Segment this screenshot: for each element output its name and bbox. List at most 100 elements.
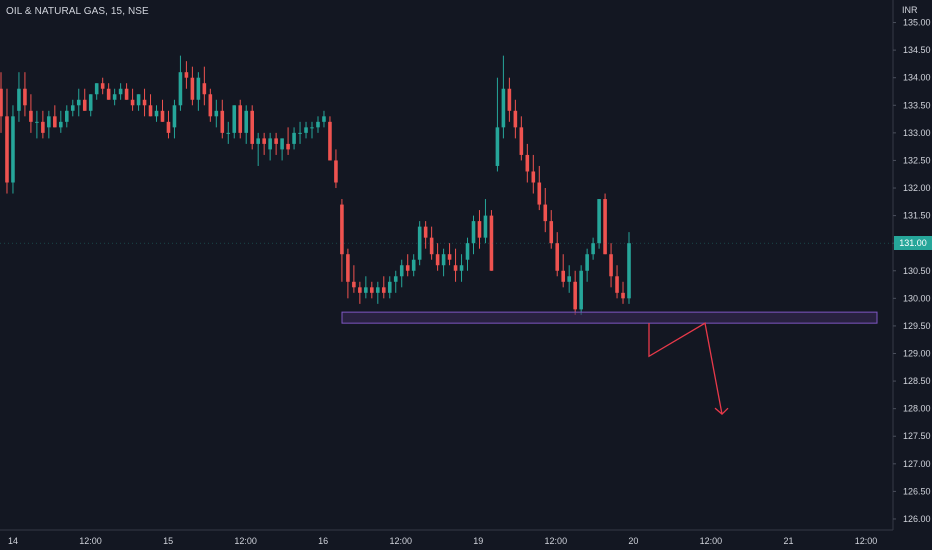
candle-body — [268, 138, 272, 150]
candle-body — [591, 243, 595, 255]
candle-body — [573, 281, 577, 310]
candle-body — [214, 110, 219, 117]
price-tick-label: 132.00 — [903, 183, 931, 193]
price-tick-label: 127.00 — [903, 459, 931, 469]
candle-body — [483, 215, 488, 238]
candle-body — [70, 105, 75, 111]
candle-body — [59, 121, 63, 128]
price-tick-label: 127.50 — [903, 431, 931, 441]
last-price-badge: 131.00 — [894, 236, 932, 251]
candle-body — [154, 110, 159, 117]
candle-body — [465, 243, 470, 260]
projection-path[interactable] — [648, 322, 723, 415]
price-tick-label: 130.50 — [903, 266, 931, 276]
candle-body — [435, 254, 440, 266]
candle-body — [411, 259, 416, 271]
candle-body — [501, 88, 506, 128]
candle-body — [423, 226, 428, 238]
candle-body — [17, 88, 21, 111]
candle-body — [513, 110, 518, 128]
time-tick-label: 14 — [8, 536, 18, 546]
time-tick-label: 12:00 — [855, 536, 878, 546]
candle-body — [142, 99, 147, 106]
price-tick-label: 128.50 — [903, 376, 931, 386]
candle-body — [358, 287, 362, 293]
candle-body — [106, 88, 111, 100]
candle-body — [459, 265, 464, 271]
candle-body — [208, 94, 213, 117]
candle-body — [387, 281, 392, 293]
candle-body — [399, 265, 404, 277]
candle-body — [178, 72, 183, 106]
candle-body — [118, 88, 123, 95]
candle-body — [184, 72, 189, 78]
candle-body — [316, 121, 320, 128]
candle-body — [29, 110, 33, 122]
candle-body — [292, 132, 296, 144]
price-tick-label: 134.00 — [903, 73, 931, 83]
candle-body — [190, 77, 195, 100]
projection-arrowhead — [714, 407, 729, 416]
price-tick-label: 129.50 — [903, 321, 931, 331]
candle-body — [346, 254, 350, 282]
candle-body — [537, 182, 542, 205]
candle-body — [304, 127, 308, 133]
candle-body — [94, 83, 99, 95]
candle-body — [310, 127, 314, 129]
candle-body — [88, 94, 93, 111]
candle-body — [615, 276, 619, 293]
candle-body — [23, 88, 27, 106]
candle-body — [226, 132, 231, 134]
candle-body — [405, 265, 410, 271]
candle-body — [609, 254, 613, 277]
candle-body — [64, 110, 69, 122]
price-tick-label: 131.50 — [903, 211, 931, 221]
candle-body — [280, 138, 284, 150]
candle-body — [0, 88, 3, 117]
candle-body — [489, 215, 494, 271]
candle-body — [286, 143, 290, 150]
candle-body — [172, 105, 177, 128]
time-tick-label: 12:00 — [700, 536, 723, 546]
candle-body — [352, 281, 356, 288]
currency-label: INR — [902, 5, 918, 15]
candle-body — [334, 160, 338, 183]
candle-body — [130, 99, 135, 106]
candle-body — [53, 116, 57, 128]
price-tick-label: 126.00 — [903, 514, 931, 524]
candle-body — [262, 138, 266, 144]
candle-body — [507, 88, 512, 111]
candle-body — [47, 116, 51, 128]
price-tick-label: 134.50 — [903, 45, 931, 55]
candle-body — [471, 221, 476, 244]
price-tick-label: 129.00 — [903, 348, 931, 358]
support-zone-rect[interactable] — [341, 311, 878, 324]
candle-body — [238, 105, 243, 133]
candle-body — [100, 83, 105, 89]
candle-body — [555, 243, 560, 271]
candle-body — [543, 204, 548, 222]
price-tick-label: 128.00 — [903, 404, 931, 414]
candle-body — [531, 171, 536, 183]
candle-body — [579, 270, 583, 310]
candle-body — [136, 94, 141, 106]
price-tick-label: 135.00 — [903, 18, 931, 28]
candle-body — [148, 105, 153, 117]
time-tick-label: 16 — [318, 536, 328, 546]
candle-body — [447, 254, 452, 260]
candle-body — [519, 127, 524, 155]
candle-body — [370, 287, 374, 293]
candle-body — [627, 243, 631, 299]
candle-body — [76, 99, 81, 106]
candle-body — [256, 138, 260, 144]
candle-body — [112, 94, 117, 100]
candle-body — [82, 99, 87, 111]
time-tick-label: 12:00 — [389, 536, 412, 546]
price-tick-label: 133.50 — [903, 100, 931, 110]
time-tick-label: 12:00 — [545, 536, 568, 546]
candle-body — [561, 270, 566, 282]
candle-body — [11, 116, 15, 183]
time-tick-label: 12:00 — [234, 536, 257, 546]
